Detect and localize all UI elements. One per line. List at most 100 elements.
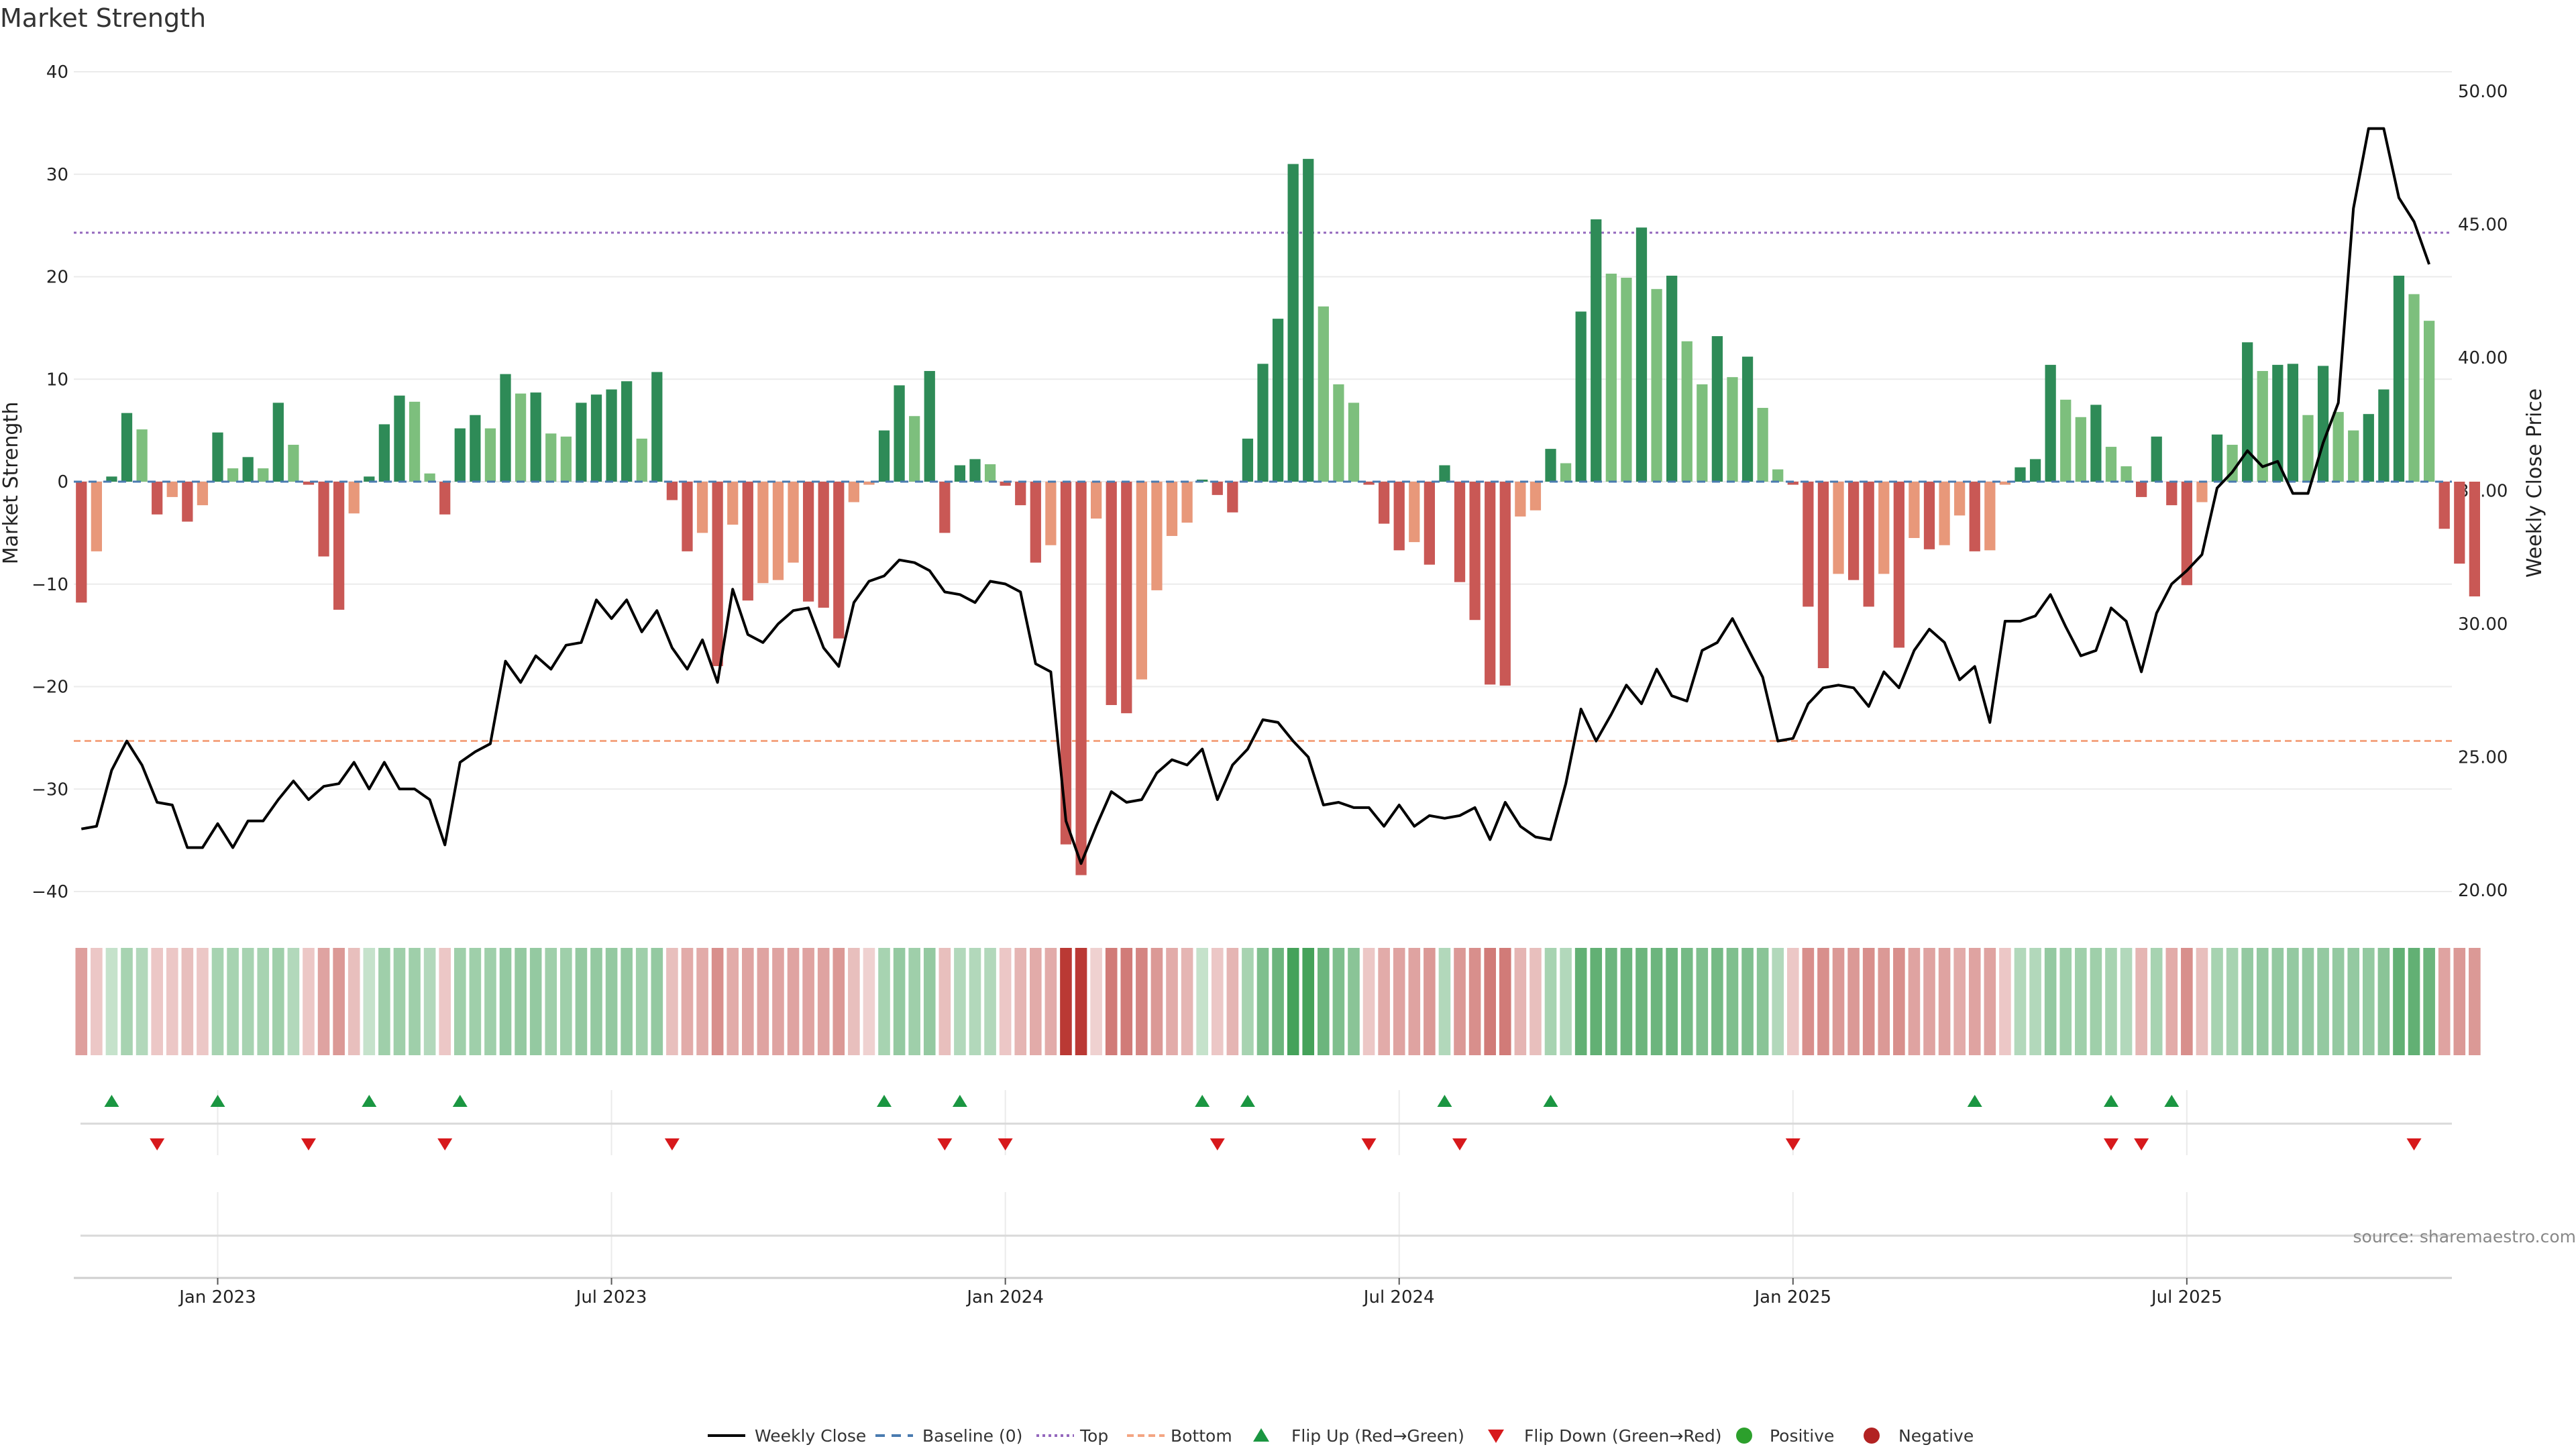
strength-bar <box>2424 321 2435 482</box>
strength-bar <box>258 468 269 482</box>
legend-label: Baseline (0) <box>922 1426 1022 1446</box>
strength-bar <box>182 482 193 522</box>
right-tick-label: 40.00 <box>2458 348 2508 368</box>
strength-bar <box>1242 438 1254 482</box>
right-axis-label: Weekly Close Price <box>2523 388 2546 578</box>
heat-cell <box>1514 948 1527 1055</box>
strength-bar <box>1227 482 1238 513</box>
strength-bar <box>1212 482 1223 495</box>
heat-cell <box>2408 948 2420 1055</box>
heat-cell <box>1938 948 1951 1055</box>
heat-cell <box>1136 948 1148 1055</box>
left-tick-label: 10 <box>46 370 68 390</box>
heat-cell <box>2120 948 2133 1055</box>
strength-bar <box>1106 482 1117 705</box>
heat-cell <box>347 948 360 1055</box>
flip-up-marker <box>362 1095 377 1107</box>
heat-cell <box>802 948 814 1055</box>
strength-bar <box>1803 482 1814 607</box>
heat-cell <box>1499 948 1511 1055</box>
strength-bar <box>894 385 905 482</box>
strength-bar <box>1939 482 1950 545</box>
strength-bar <box>152 482 163 515</box>
strength-bar <box>545 433 557 482</box>
heat-cell <box>878 948 890 1055</box>
flip-down-marker <box>1361 1138 1377 1150</box>
strength-bar <box>909 416 920 482</box>
strength-bar <box>242 457 254 482</box>
heat-cell <box>1226 948 1239 1055</box>
legend-label: Top <box>1079 1426 1108 1446</box>
flip-up-marker <box>2164 1095 2180 1107</box>
strength-bar <box>666 482 678 500</box>
strength-bar <box>969 459 981 482</box>
heat-cell <box>741 948 754 1055</box>
heat-cell <box>621 948 633 1055</box>
heat-cell <box>1075 948 1087 1055</box>
flip-up-marker <box>2103 1095 2118 1107</box>
heat-cell <box>1650 948 1663 1055</box>
strength-bar <box>1030 482 1041 563</box>
flip-down-marker <box>301 1138 316 1150</box>
strength-bar <box>1181 482 1193 523</box>
heat-cell <box>469 948 482 1055</box>
strength-bar <box>166 482 178 497</box>
heat-cell <box>1393 948 1405 1055</box>
strength-bar <box>484 428 496 482</box>
strength-bar <box>2166 482 2178 506</box>
heat-cell <box>1908 948 1921 1055</box>
heat-cell <box>590 948 602 1055</box>
heat-cell <box>1332 948 1345 1055</box>
strength-bar <box>848 482 859 502</box>
heat-cell <box>908 948 920 1055</box>
strength-bar <box>1485 482 1496 685</box>
strength-bar <box>727 482 739 525</box>
strength-bar <box>2196 482 2208 502</box>
left-tick-label: −40 <box>32 882 68 902</box>
heat-cell <box>1529 948 1542 1055</box>
strength-bar <box>682 482 693 551</box>
strength-bar <box>1545 449 1556 482</box>
heat-cell <box>1786 948 1799 1055</box>
heat-cell <box>2226 948 2239 1055</box>
strength-bar <box>1635 227 1648 482</box>
heat-cell <box>151 948 163 1055</box>
heat-cell <box>817 948 830 1055</box>
heat-cell <box>378 948 390 1055</box>
strength-bar <box>1666 275 1678 482</box>
heat-cell <box>1362 948 1375 1055</box>
heat-cell <box>999 948 1012 1055</box>
x-tick-label: Jul 2024 <box>1362 1287 1435 1307</box>
heat-cell <box>1060 948 1072 1055</box>
heat-cell <box>2332 948 2345 1055</box>
heat-cell <box>1756 948 1769 1055</box>
strength-bar <box>560 436 572 482</box>
heat-cell <box>787 948 800 1055</box>
heat-cell <box>938 948 951 1055</box>
strength-bar <box>1999 482 2011 485</box>
strength-bar <box>1121 482 1132 714</box>
flip-up-marker <box>210 1095 225 1107</box>
strength-bar <box>576 402 587 482</box>
left-axis-ticks: 40 30 20 10 0 −10 −20 −30 −40 <box>32 62 68 902</box>
strength-bar <box>2090 405 2102 482</box>
x-tick-label: Jan 2025 <box>1754 1287 1832 1307</box>
strength-bar <box>590 394 602 482</box>
heat-cell <box>2453 948 2466 1055</box>
heat-cell <box>1348 948 1360 1055</box>
strength-bar <box>2302 415 2314 482</box>
strength-bar <box>1560 463 1572 482</box>
heat-cell <box>197 948 209 1055</box>
flip-down-marker <box>150 1138 165 1150</box>
heat-cell <box>2059 948 2072 1055</box>
heat-cell <box>923 948 936 1055</box>
heat-cell <box>1847 948 1860 1055</box>
heat-cell <box>757 948 769 1055</box>
left-tick-label: −10 <box>32 575 68 595</box>
heat-cell <box>1862 948 1875 1055</box>
left-tick-label: −30 <box>32 780 68 800</box>
bottom-panel <box>74 1192 2452 1279</box>
heat-cell <box>1620 948 1633 1055</box>
strength-bar <box>1727 377 1738 482</box>
strength-bar <box>1287 164 1299 482</box>
